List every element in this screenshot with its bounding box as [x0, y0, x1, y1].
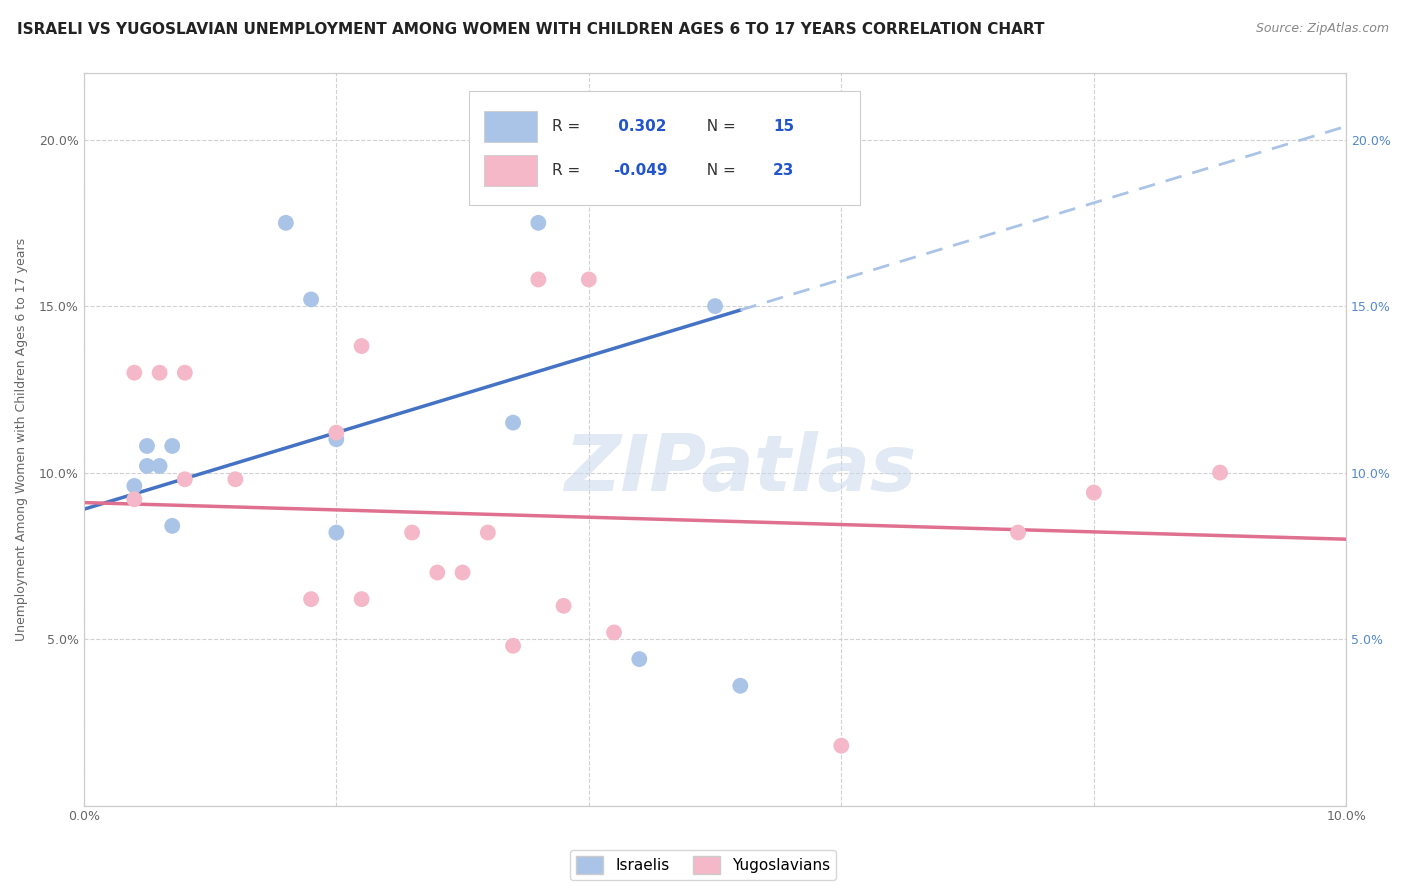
FancyBboxPatch shape: [484, 112, 537, 142]
Point: [1083, 485, 1105, 500]
FancyBboxPatch shape: [468, 91, 860, 205]
Point: [136, 439, 159, 453]
Point: [124, 479, 146, 493]
Point: [830, 739, 852, 753]
Point: [325, 425, 347, 440]
Text: Source: ZipAtlas.com: Source: ZipAtlas.com: [1256, 22, 1389, 36]
Text: N =: N =: [697, 119, 741, 134]
Point: [477, 525, 499, 540]
Point: [124, 492, 146, 507]
Point: [149, 458, 172, 473]
Legend: Israelis, Yugoslavians: Israelis, Yugoslavians: [569, 850, 837, 880]
Point: [350, 339, 373, 353]
Point: [325, 432, 347, 446]
Point: [553, 599, 575, 613]
Point: [149, 366, 172, 380]
Text: R =: R =: [553, 119, 585, 134]
Point: [704, 299, 727, 313]
Point: [426, 566, 449, 580]
Point: [325, 525, 347, 540]
Point: [136, 458, 159, 473]
Point: [578, 272, 600, 286]
Point: [224, 472, 246, 486]
Point: [1209, 466, 1232, 480]
Point: [502, 639, 524, 653]
Text: 15: 15: [773, 119, 794, 134]
Text: 0.302: 0.302: [613, 119, 666, 134]
Point: [1007, 525, 1029, 540]
Text: ZIPatlas: ZIPatlas: [564, 431, 917, 507]
Text: -0.049: -0.049: [613, 163, 668, 178]
Point: [160, 439, 183, 453]
Point: [350, 592, 373, 607]
Point: [527, 216, 550, 230]
Text: R =: R =: [553, 163, 585, 178]
Text: N =: N =: [697, 163, 741, 178]
Point: [173, 366, 195, 380]
Point: [451, 566, 474, 580]
Point: [274, 216, 297, 230]
Point: [628, 652, 651, 666]
Point: [173, 472, 195, 486]
Point: [160, 519, 183, 533]
Point: [603, 625, 626, 640]
Text: 23: 23: [773, 163, 794, 178]
Text: ISRAELI VS YUGOSLAVIAN UNEMPLOYMENT AMONG WOMEN WITH CHILDREN AGES 6 TO 17 YEARS: ISRAELI VS YUGOSLAVIAN UNEMPLOYMENT AMON…: [17, 22, 1045, 37]
Y-axis label: Unemployment Among Women with Children Ages 6 to 17 years: Unemployment Among Women with Children A…: [15, 238, 28, 640]
Point: [730, 679, 752, 693]
Point: [299, 293, 322, 307]
Point: [527, 272, 550, 286]
Point: [401, 525, 423, 540]
Point: [299, 592, 322, 607]
FancyBboxPatch shape: [484, 155, 537, 186]
Point: [124, 366, 146, 380]
Point: [502, 416, 524, 430]
